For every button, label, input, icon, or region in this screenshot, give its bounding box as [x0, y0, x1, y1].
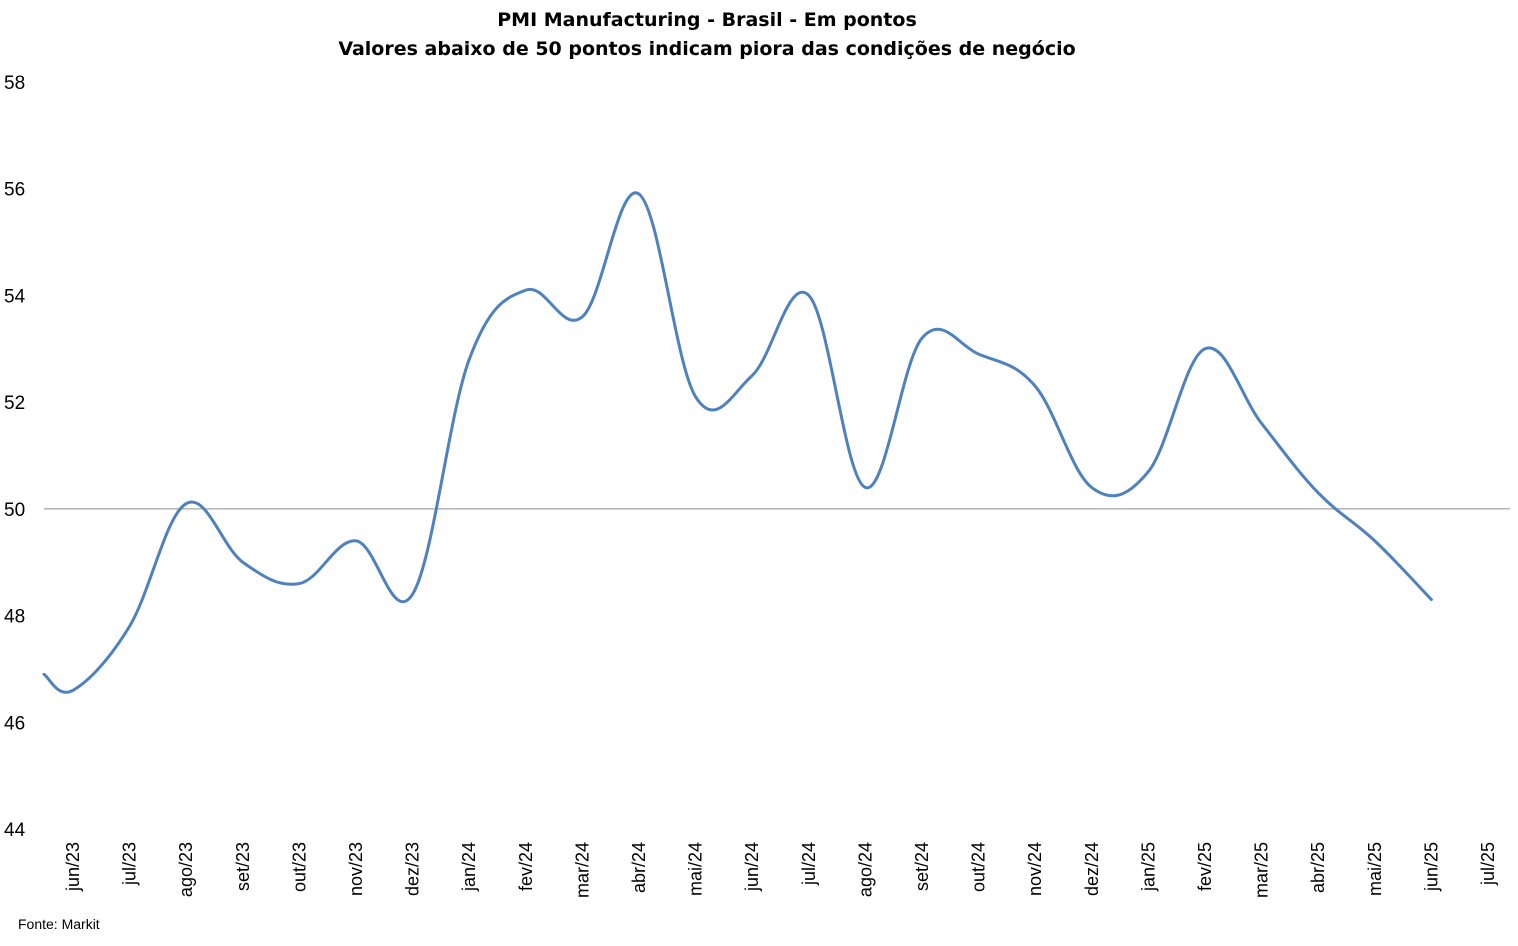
series-line [42, 191, 1433, 694]
x-tick-label: abr/25 [1308, 842, 1328, 893]
y-tick-label: 48 [4, 607, 25, 628]
x-tick-label: nov/23 [346, 842, 366, 896]
y-axis: 44 46 48 50 52 54 56 58 [4, 73, 26, 841]
x-tick-label: jun/23 [63, 842, 83, 892]
x-tick-label: nov/24 [1025, 842, 1045, 896]
y-tick-label: 50 [4, 500, 25, 521]
x-tick-label: mar/24 [572, 842, 592, 898]
x-tick-label: mai/25 [1365, 842, 1385, 896]
y-tick-label: 46 [4, 713, 25, 734]
x-tick-label: out/24 [969, 842, 989, 892]
x-tick-label: mai/24 [686, 842, 706, 896]
x-tick-label: jan/25 [1138, 842, 1158, 892]
chart-title-block: PMI Manufacturing - Brasil - Em pontos V… [0, 6, 1414, 64]
x-tick-label: mar/25 [1252, 842, 1272, 898]
x-tick-label: ago/24 [855, 842, 875, 897]
x-tick-label: fev/24 [516, 842, 536, 891]
x-tick-label: set/23 [233, 842, 253, 891]
y-tick-label: 44 [4, 820, 26, 841]
x-axis: jun/23 jul/23 ago/23 set/23 out/23 nov/23 dez/… [63, 842, 1498, 898]
y-tick-label: 52 [4, 393, 25, 414]
x-tick-label: set/24 [912, 842, 932, 891]
x-tick-label: abr/24 [629, 842, 649, 893]
x-tick-label: dez/24 [1082, 842, 1102, 896]
x-tick-label: jan/24 [459, 842, 479, 892]
x-tick-label: out/23 [289, 842, 309, 892]
x-tick-label: jul/25 [1478, 842, 1498, 886]
x-tick-label: jun/25 [1421, 842, 1441, 892]
y-tick-label: 56 [4, 180, 25, 201]
x-tick-label: jul/24 [799, 842, 819, 886]
y-tick-label: 54 [4, 286, 26, 307]
chart-subtitle: Valores abaixo de 50 pontos indicam pior… [338, 38, 1076, 60]
x-tick-label: jul/23 [120, 842, 140, 886]
x-tick-label: ago/23 [176, 842, 196, 897]
chart-title: PMI Manufacturing - Brasil - Em pontos [497, 9, 917, 31]
source-note: Fonte: Markit [18, 916, 100, 932]
x-tick-label: dez/23 [403, 842, 423, 896]
y-tick-label: 58 [4, 73, 25, 94]
x-tick-label: jun/24 [742, 842, 762, 892]
series-group [42, 191, 1433, 694]
x-tick-label: fev/25 [1195, 842, 1215, 891]
